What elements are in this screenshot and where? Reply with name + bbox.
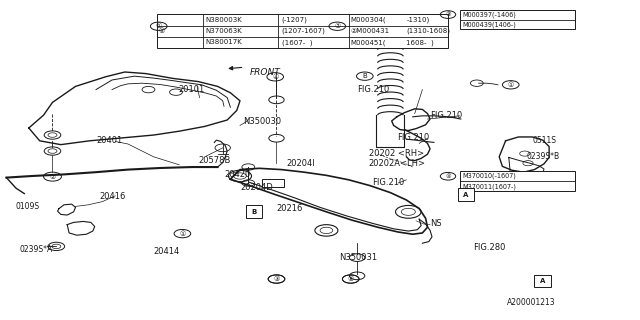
Text: 0511S: 0511S xyxy=(532,136,557,145)
Text: N350030: N350030 xyxy=(243,117,282,126)
Text: 20414: 20414 xyxy=(154,247,180,256)
Text: FRONT: FRONT xyxy=(250,68,280,76)
Text: 20202A<LH>: 20202A<LH> xyxy=(369,159,426,168)
Text: 20101: 20101 xyxy=(178,85,204,94)
Text: ①: ① xyxy=(179,231,186,236)
Text: (1310-1608): (1310-1608) xyxy=(406,28,451,35)
Text: FIG.210: FIG.210 xyxy=(357,85,389,94)
Text: ②: ② xyxy=(334,23,340,29)
Text: N380017K: N380017K xyxy=(205,39,242,45)
Text: ②: ② xyxy=(49,174,56,180)
Text: FIG.210: FIG.210 xyxy=(397,133,429,142)
Text: 0239S*A: 0239S*A xyxy=(19,245,52,254)
Text: 0239S*B: 0239S*B xyxy=(526,152,559,161)
Text: ①: ① xyxy=(159,28,165,34)
Text: (1607-  ): (1607- ) xyxy=(282,39,312,46)
Text: -1310): -1310) xyxy=(406,17,429,23)
Text: M000451(: M000451( xyxy=(351,39,386,46)
Text: B: B xyxy=(252,209,257,215)
FancyBboxPatch shape xyxy=(157,14,448,48)
Text: 20578B: 20578B xyxy=(198,156,231,164)
Text: A: A xyxy=(540,278,545,284)
Text: M000304(: M000304( xyxy=(351,17,387,23)
Text: ④: ④ xyxy=(272,74,278,80)
Text: 20202 <RH>: 20202 <RH> xyxy=(369,149,424,158)
Text: 20216: 20216 xyxy=(276,204,303,212)
FancyBboxPatch shape xyxy=(460,171,575,191)
Text: N350031: N350031 xyxy=(339,253,378,262)
Text: A: A xyxy=(463,192,468,197)
Text: 20420: 20420 xyxy=(224,170,250,179)
Text: 20416: 20416 xyxy=(99,192,125,201)
Text: (-1207): (-1207) xyxy=(282,17,307,23)
Text: N370063K: N370063K xyxy=(205,28,242,34)
Text: ③: ③ xyxy=(445,12,451,17)
Text: N380003K: N380003K xyxy=(205,17,242,23)
FancyBboxPatch shape xyxy=(460,10,575,29)
Text: FIG.280: FIG.280 xyxy=(474,243,506,252)
Text: ①: ① xyxy=(156,23,162,29)
Text: (1207-1607): (1207-1607) xyxy=(282,28,326,35)
Text: M000439(1406-): M000439(1406-) xyxy=(462,21,516,28)
Text: M370011(1607-): M370011(1607-) xyxy=(462,183,516,189)
Text: M000397(-1406): M000397(-1406) xyxy=(462,11,516,18)
FancyBboxPatch shape xyxy=(246,205,262,218)
Text: 20204D: 20204D xyxy=(241,183,273,192)
Text: A200001213: A200001213 xyxy=(507,298,556,307)
Text: 20401: 20401 xyxy=(96,136,122,145)
FancyBboxPatch shape xyxy=(534,275,551,287)
Text: ③: ③ xyxy=(273,276,280,282)
Text: M370010(-1607): M370010(-1607) xyxy=(462,173,516,180)
Text: ②M000431: ②M000431 xyxy=(351,28,390,34)
FancyBboxPatch shape xyxy=(458,188,474,201)
Text: 1608-  ): 1608- ) xyxy=(406,39,434,46)
Text: FIG.210: FIG.210 xyxy=(372,178,404,187)
Text: 0109S: 0109S xyxy=(16,202,40,211)
Text: ①: ① xyxy=(508,82,514,88)
Text: B: B xyxy=(362,73,367,79)
FancyBboxPatch shape xyxy=(262,179,284,187)
Text: ⑧: ⑧ xyxy=(348,276,354,282)
Text: FIG.210: FIG.210 xyxy=(430,111,462,120)
Text: NS: NS xyxy=(430,220,442,228)
Text: ④: ④ xyxy=(445,174,451,179)
Text: 20204I: 20204I xyxy=(287,159,316,168)
